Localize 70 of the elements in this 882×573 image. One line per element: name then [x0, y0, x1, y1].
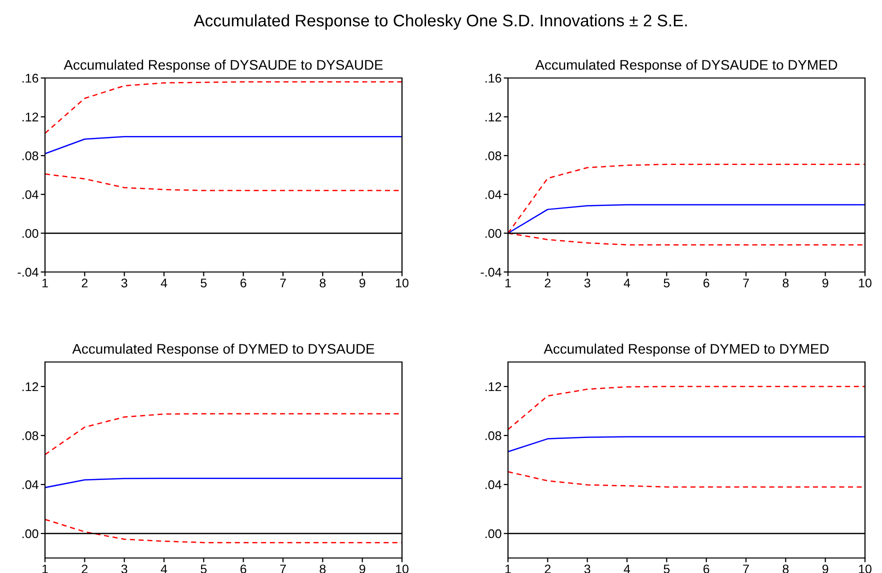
x-tick-label: 3 [584, 278, 590, 288]
x-tick-label: 4 [160, 564, 168, 573]
x-tick-label: 4 [160, 278, 168, 288]
x-tick-label: 6 [703, 564, 710, 573]
chart-title: Accumulated Response of DYSAUDE to DYSAUDE [64, 60, 383, 73]
x-tick-label: 3 [121, 564, 128, 573]
x-tick-label: 9 [359, 278, 366, 288]
x-tick-label: 4 [624, 564, 630, 573]
x-tick-label: 2 [544, 564, 551, 573]
x-tick-label: 7 [743, 278, 749, 288]
x-tick-label: 5 [200, 564, 207, 573]
line-series [508, 436, 865, 452]
y-tick-label: .00 [22, 229, 38, 238]
y-tick-label: .00 [486, 229, 502, 238]
x-tick-label: 9 [822, 564, 828, 573]
y-tick-label: .12 [22, 382, 38, 392]
x-tick-label: 1 [42, 564, 48, 573]
x-tick-label: 2 [82, 564, 88, 573]
y-tick-label: .12 [22, 112, 38, 122]
y-tick-label: .16 [486, 74, 502, 83]
y-tick-label: -.04 [18, 268, 38, 277]
y-tick-label: .08 [22, 151, 38, 160]
y-tick-label: .12 [486, 112, 502, 122]
x-tick-label: 7 [743, 564, 749, 573]
x-tick-label: 8 [782, 278, 789, 288]
line-series [45, 413, 402, 456]
chart-title: Accumulated Response of DYSAUDE to DYMED [535, 60, 838, 73]
line-series [45, 478, 402, 488]
x-tick-label: 8 [320, 564, 326, 573]
chart-title: Accumulated Response of DYMED to DYSAUDE [72, 344, 374, 357]
y-tick-label: .04 [486, 190, 502, 200]
x-tick-label: 6 [703, 278, 710, 288]
x-tick-label: 10 [859, 564, 872, 573]
x-tick-label: 1 [42, 278, 48, 288]
y-tick-label: .12 [486, 382, 502, 392]
x-tick-label: 3 [121, 278, 128, 288]
x-tick-label: 1 [505, 564, 511, 573]
y-tick-label: .08 [486, 431, 502, 440]
y-tick-label: -.04 [480, 268, 502, 277]
x-tick-label: 5 [664, 564, 670, 573]
x-tick-label: 2 [82, 278, 88, 288]
text: Accumulated Response to Cholesky One S.D. Innovations ± 2 S.E. [194, 14, 687, 30]
y-tick-label: .00 [486, 529, 502, 538]
x-tick-label: 10 [396, 278, 408, 288]
x-tick-label: 6 [240, 278, 246, 288]
line-series [508, 386, 865, 430]
x-tick-label: 9 [359, 564, 366, 573]
line-series [45, 81, 402, 134]
x-tick-label: 5 [664, 278, 670, 288]
x-tick-label: 8 [782, 564, 789, 573]
y-tick-label: .04 [486, 480, 502, 490]
y-tick-label: .00 [22, 529, 38, 538]
x-tick-label: 3 [584, 564, 590, 573]
y-tick-label: .04 [22, 190, 38, 200]
y-tick-label: .08 [486, 151, 502, 160]
y-tick-label: .16 [22, 74, 38, 83]
x-tick-label: 2 [544, 278, 551, 288]
x-tick-label: 9 [822, 278, 828, 288]
x-tick-label: 10 [859, 278, 872, 288]
x-tick-label: 6 [240, 564, 246, 573]
x-tick-label: 5 [200, 278, 207, 288]
x-tick-label: 7 [280, 278, 286, 288]
x-tick-label: 8 [320, 278, 326, 288]
y-tick-label: .04 [22, 480, 38, 490]
chart-title: Accumulated Response of DYMED to DYMED [544, 344, 829, 357]
x-tick-label: 1 [505, 278, 511, 288]
x-tick-label: 10 [396, 564, 408, 573]
y-tick-label: .08 [22, 431, 38, 440]
x-tick-label: 4 [624, 278, 630, 288]
x-tick-label: 7 [280, 564, 286, 573]
